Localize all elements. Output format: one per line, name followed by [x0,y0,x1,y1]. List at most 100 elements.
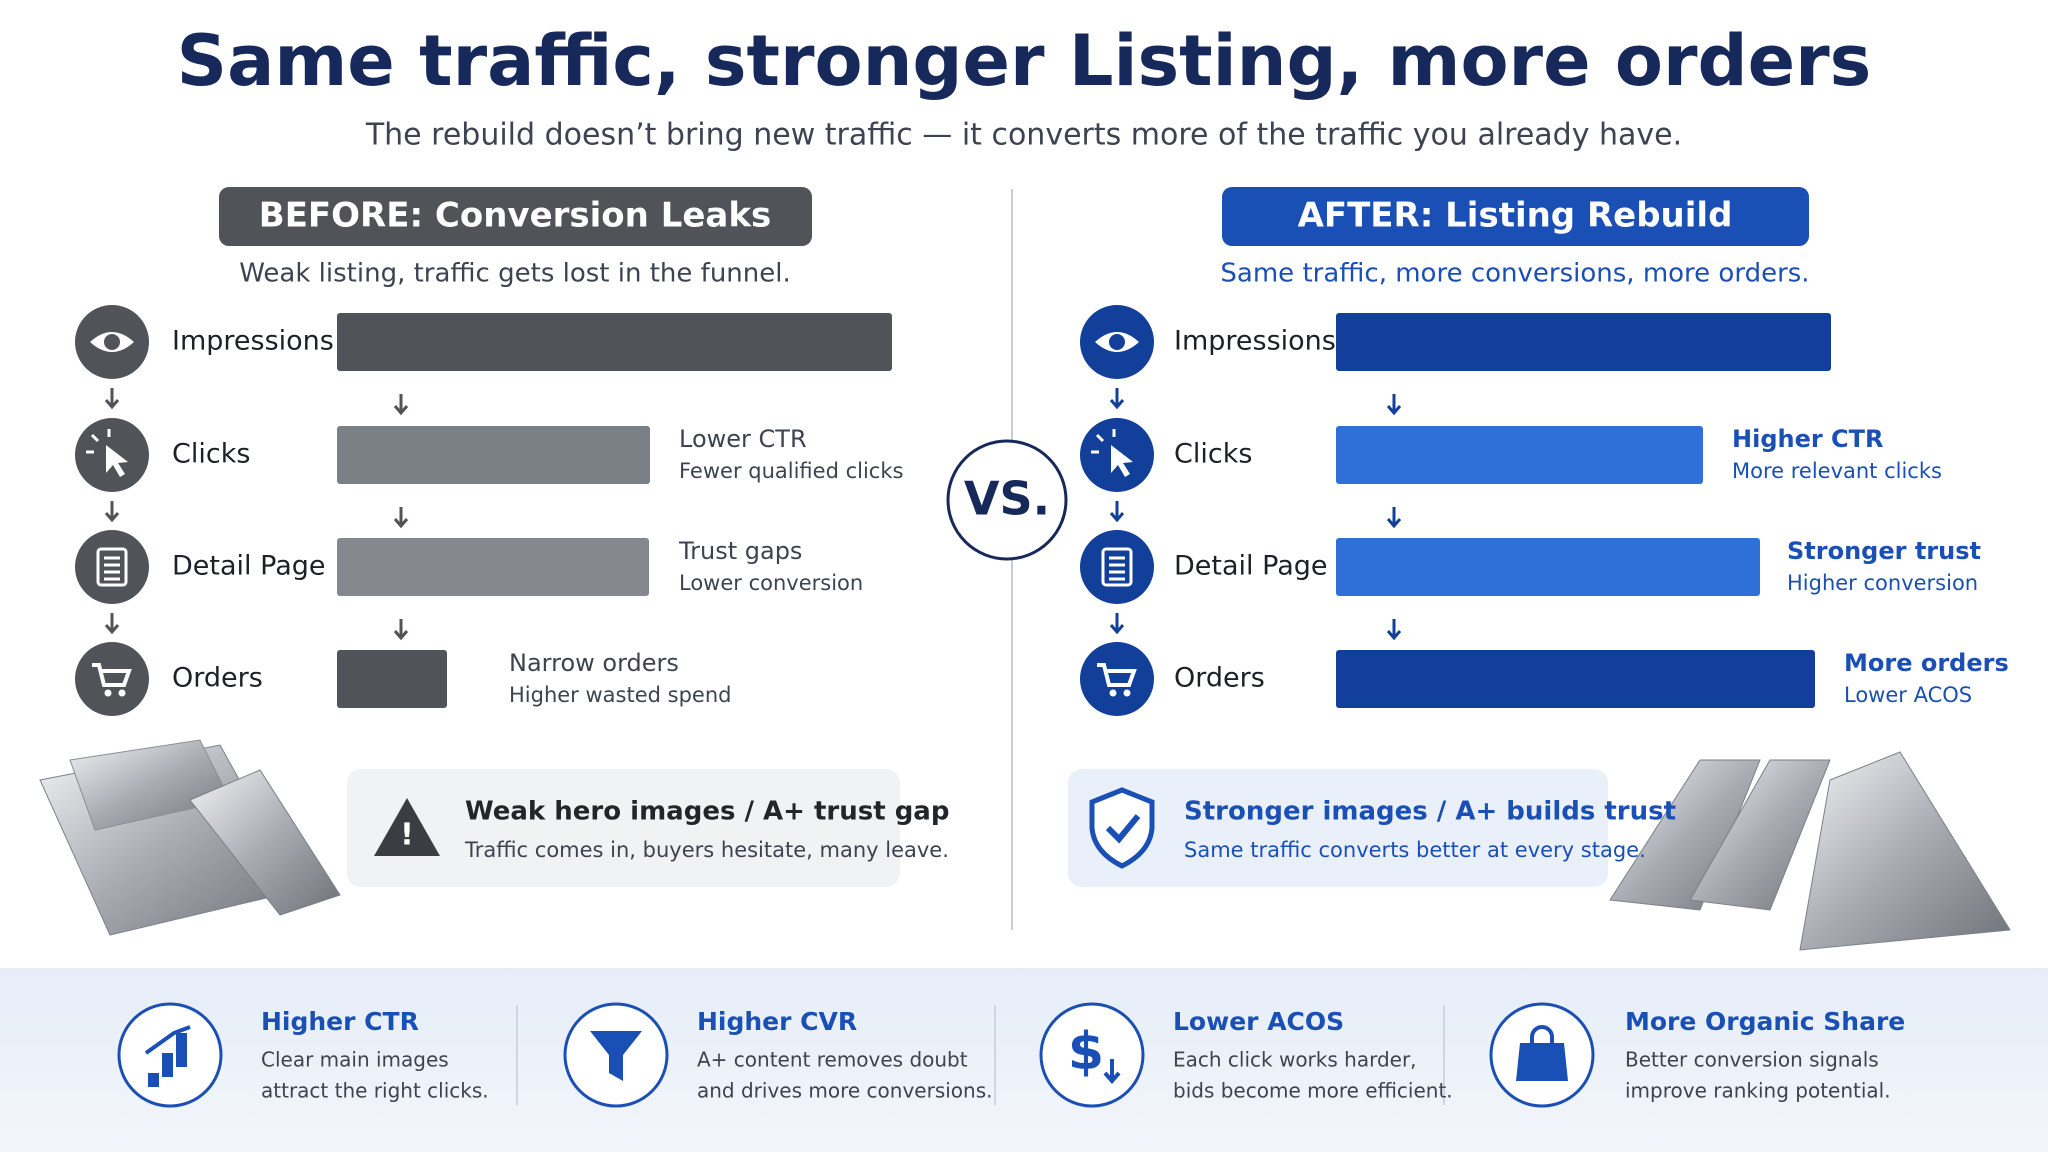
note-title: Trust gaps [678,537,802,565]
click-rays [1091,429,1116,454]
vs-circle [946,439,1068,561]
flow-arrow [1386,507,1402,529]
metal-left [39,739,341,936]
trend-arrow [144,1025,191,1055]
note-text: Fewer qualified clicks [679,459,903,483]
before-header-pill [219,187,812,246]
flow-arrow [104,613,120,635]
benefit-text: Clear main images [261,1048,449,1072]
note-title: Narrow orders [509,649,679,677]
click-rays [86,429,111,454]
note-text: Lower ACOS [1844,683,1972,707]
benefit-text: Each click works harder, [1173,1048,1417,1072]
note-text: Lower conversion [679,571,863,595]
eye-pupil [104,334,120,350]
stage-label: Detail Page [172,551,325,582]
stage-icon [1080,642,1154,716]
cart-wheel [118,689,126,697]
note-title: More orders [1844,649,2009,677]
shield-icon [1089,787,1155,869]
benefit-title: Higher CTR [261,1007,419,1036]
stage-label: Impressions [172,326,334,357]
chart-bar-glyph [162,1053,173,1077]
before-callout-text: Traffic comes in, buyers hesitate, many … [464,838,949,862]
stage-icon [1080,530,1154,604]
flow-arrow [1386,619,1402,641]
stage-label: Orders [1174,663,1265,694]
eye-pupil [1109,334,1125,350]
after-header-pill [1222,187,1809,246]
stage-bar [1336,313,1831,371]
stage-label: Orders [172,663,263,694]
stage-bar [337,538,649,596]
chart-bar-glyph [148,1073,159,1087]
note-text: More relevant clicks [1732,459,1942,483]
stage-icon [75,530,149,604]
cursor-icon [106,445,128,477]
stage-label: Detail Page [1174,551,1327,582]
doc-lines [1109,556,1125,581]
cart-icon [1097,663,1137,687]
flow-arrow [104,501,120,523]
benefit-text: bids become more efficient. [1173,1079,1453,1103]
benefit-title: Lower ACOS [1173,1007,1344,1036]
stage-icon [75,642,149,716]
stage-bar [337,426,650,484]
benefit-title: Higher CVR [697,1007,857,1036]
stage-label: Clicks [1174,439,1252,470]
chart-bar-glyph [176,1033,187,1067]
flow-arrow [1109,388,1125,410]
cart-wheel [1109,689,1117,697]
doc-icon [96,547,128,587]
after-header: AFTER: Listing Rebuild [1298,196,1733,236]
note-title: Higher CTR [1732,425,1884,453]
after-callout-text: Same traffic converts better at every st… [1184,838,1646,862]
stage-bar [337,313,892,371]
bag-handle [1530,1025,1554,1043]
flow-arrow [393,507,409,529]
flow-arrow [1109,613,1125,635]
doc-lines [104,556,120,581]
after-subheader: Same traffic, more conversions, more ord… [1220,259,1809,289]
flow-arrow [1109,501,1125,523]
dollar-glyph: $ [1068,1022,1104,1082]
warning-mark: ! [400,818,414,853]
funnel-glyph [590,1031,642,1081]
stage-label: Impressions [1174,326,1336,357]
stage-bar [1336,650,1815,708]
warning-icon [374,798,440,856]
vs-label: VS. [964,472,1050,526]
note-text: Higher conversion [1787,571,1978,595]
benefit-band [0,968,2048,1152]
cart-icon [92,663,132,687]
cursor-icon [1111,445,1133,477]
stage-bar [337,650,447,708]
flow-arrow [393,619,409,641]
note-text: Higher wasted spend [509,683,731,707]
cart-wheel [104,689,112,697]
cart-wheel [1123,689,1131,697]
flow-arrow [1386,394,1402,416]
before-callout-title: Weak hero images / A+ trust gap [465,797,949,827]
stage-bar [1336,538,1760,596]
after-callout-box [1068,769,1608,887]
down-glyph [1103,1059,1121,1085]
metal-right [1609,751,2011,951]
benefit-text: improve ranking potential. [1625,1079,1891,1103]
subtitle: The rebuild doesn’t bring new traffic — … [365,118,1682,153]
stage-label: Clicks [172,439,250,470]
after-callout-title: Stronger images / A+ builds trust [1184,797,1676,827]
benefit-text: attract the right clicks. [261,1079,489,1103]
flow-arrow [393,394,409,416]
bag-glyph [1516,1043,1568,1081]
flow-arrow [104,388,120,410]
shield-check [1105,814,1141,844]
before-header: BEFORE: Conversion Leaks [259,196,771,236]
before-callout-box [347,769,900,887]
benefit-text: and drives more conversions. [697,1079,992,1103]
title: Same traffic, stronger Listing, more ord… [177,20,1872,102]
stage-bar [1336,426,1703,484]
benefit-title: More Organic Share [1625,1007,1905,1036]
